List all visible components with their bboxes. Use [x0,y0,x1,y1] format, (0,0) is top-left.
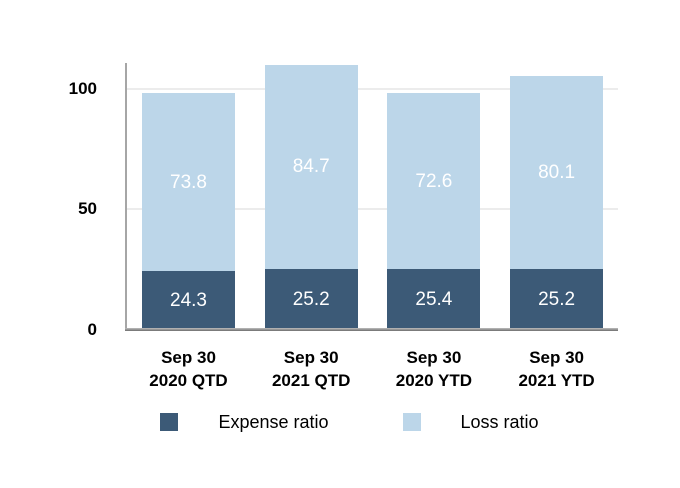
category-label-sep-30-2020-ytd: Sep 30 2020 YTD [364,346,504,392]
expense-ratio-segment: 24.3 [142,271,235,330]
category-label-line2: 2020 YTD [395,371,472,390]
y-axis-line [125,63,127,330]
expense-ratio-swatch [160,413,179,431]
category-label-sep-30-2021-ytd: Sep 30 2021 YTD [487,346,627,392]
expense-ratio-segment: 25.2 [264,269,358,330]
value-label: 25.4 [415,288,453,310]
plot-area: 73.8 24.3 84.7 25.2 72.6 25.4 80.1 25.2 [127,63,618,330]
category-label-sep-30-2021-qtd: Sep 30 2021 QTD [241,346,381,392]
loss-ratio-segment: 84.7 [264,64,358,270]
category-label-line1: Sep 30 [161,348,216,367]
value-label: 25.2 [538,289,576,311]
legend-item-expense-ratio: Expense ratio [160,412,329,432]
legend: Expense ratio Loss ratio [104,404,595,440]
expense-ratio-segment: 25.4 [387,268,481,330]
value-label: 80.1 [538,161,576,183]
gridline [127,208,618,211]
loss-ratio-segment: 80.1 [510,75,604,270]
category-label-line2: 2020 QTD [149,371,228,390]
bar-sep-30-2021-ytd: 80.1 25.2 [510,75,604,330]
y-axis-labels: 0 50 100 [37,63,97,339]
category-label-line2: 2021 QTD [271,371,351,390]
loss-ratio-segment: 73.8 [142,93,235,272]
value-label: 73.8 [170,171,207,193]
expense-ratio-segment: 25.2 [510,269,604,330]
gridline [127,87,618,90]
value-label: 24.3 [170,290,207,312]
category-label-line1: Sep 30 [283,348,339,367]
x-axis-line [125,328,618,331]
legend-label-expense-ratio: Expense ratio [218,412,329,432]
bar-sep-30-2021-qtd: 84.7 25.2 [264,64,358,330]
category-label-line2: 2021 YTD [518,371,595,390]
legend-item-loss-ratio: Loss ratio [402,412,539,432]
bar-sep-30-2020-qtd: 73.8 24.3 [142,93,235,330]
category-label-line1: Sep 30 [406,348,462,367]
y-tick-label: 100 [68,78,97,98]
bar-sep-30-2020-ytd: 72.6 25.4 [387,93,481,330]
category-label-sep-30-2020-qtd: Sep 30 2020 QTD [119,346,259,392]
loss-ratio-swatch [402,413,421,431]
category-label-line1: Sep 30 [529,348,584,367]
loss-ratio-segment: 72.6 [387,93,481,269]
value-label: 84.7 [292,156,330,178]
legend-label-loss-ratio: Loss ratio [460,412,539,432]
y-tick-label: 0 [87,320,97,339]
y-tick-label: 50 [78,199,97,219]
value-label: 72.6 [415,170,453,192]
value-label: 25.2 [292,289,330,311]
